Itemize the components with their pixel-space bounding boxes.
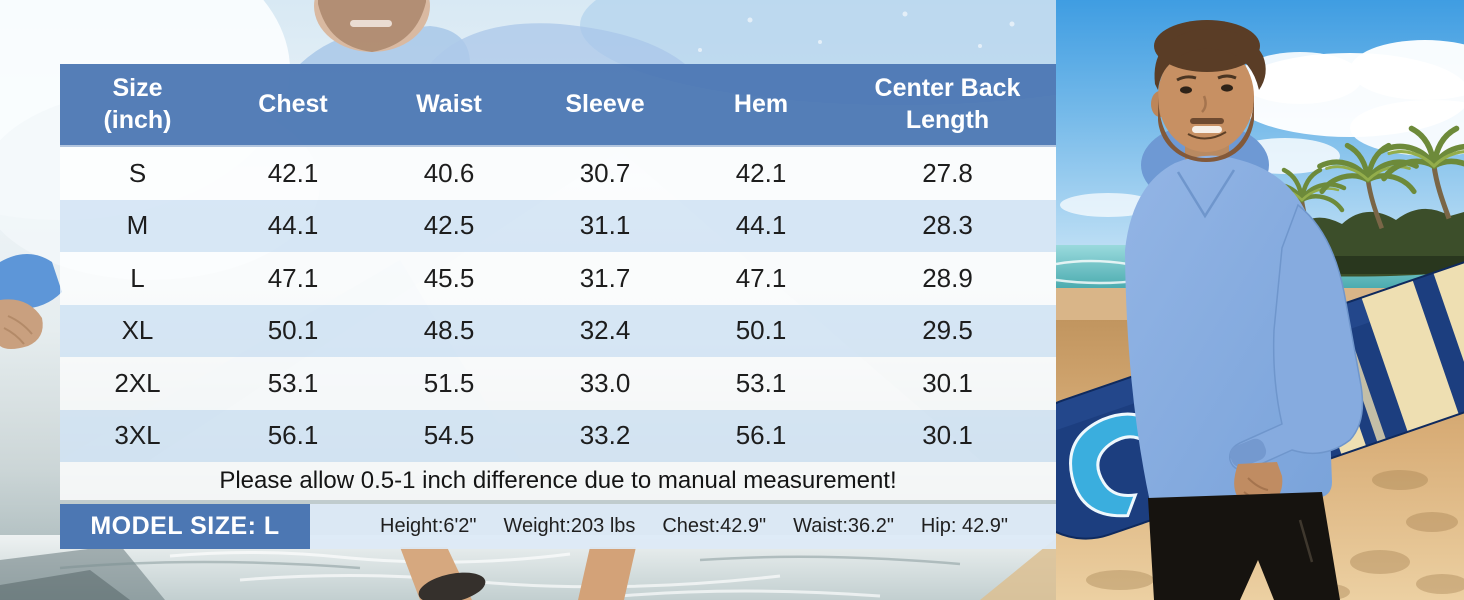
eyes xyxy=(1180,84,1233,94)
surfer-figure xyxy=(300,0,685,64)
cell-chest: 47.1 xyxy=(267,262,319,293)
cell-size: 2XL xyxy=(114,367,161,398)
size-row-s: S 42.1 40.6 30.7 42.1 27.8 xyxy=(60,147,1056,200)
cell-hem: 50.1 xyxy=(735,315,787,346)
surfer-hand xyxy=(0,254,62,349)
cell-chest: 56.1 xyxy=(267,420,319,451)
cell-chest: 50.1 xyxy=(267,315,319,346)
cell-size: S xyxy=(128,157,147,188)
cell-waist: 54.5 xyxy=(423,420,475,451)
cell-sleeve: 31.7 xyxy=(579,262,631,293)
cell-waist: 45.5 xyxy=(423,262,475,293)
cell-sleeve: 31.1 xyxy=(579,210,631,241)
size-row-l: L 47.1 45.5 31.7 47.1 28.9 xyxy=(60,252,1056,305)
model-stats: Height:6'2" Weight:203 lbs Chest:42.9" W… xyxy=(310,504,1056,549)
cell-cbl: 28.3 xyxy=(922,210,973,241)
model-size-badge: MODEL SIZE: L xyxy=(60,504,310,549)
cell-hem: 44.1 xyxy=(735,210,787,241)
cell-chest: 44.1 xyxy=(267,210,319,241)
cell-hem: 47.1 xyxy=(735,262,787,293)
cell-size: 3XL xyxy=(114,420,161,451)
model-info-bar: MODEL SIZE: L Height:6'2" Weight:203 lbs… xyxy=(60,504,1056,549)
cell-size: XL xyxy=(121,315,154,346)
header-center-back-length: Center Back Length xyxy=(874,74,1021,134)
header-waist: Waist xyxy=(416,89,482,118)
model-figure xyxy=(1125,20,1364,600)
beach-photo-background xyxy=(1056,0,1464,600)
header-hem: Hem xyxy=(733,89,789,118)
model-height: Height:6'2" xyxy=(380,515,477,537)
size-row-m: M 44.1 42.5 31.1 44.1 28.3 xyxy=(60,199,1056,252)
size-row-3xl: 3XL 56.1 54.5 33.2 56.1 30.1 xyxy=(60,409,1056,462)
cell-hem: 53.1 xyxy=(735,367,787,398)
model-waist: Waist:36.2" xyxy=(793,515,894,537)
cell-cbl: 29.5 xyxy=(922,315,973,346)
hoodie-arm xyxy=(1229,203,1364,471)
header-chest: Chest xyxy=(258,89,328,118)
cell-sleeve: 33.2 xyxy=(579,420,631,451)
header-sleeve: Sleeve xyxy=(565,89,645,118)
size-chart: Size (inch) Chest Waist Sleeve Hem Cente… xyxy=(60,64,1056,549)
cell-cbl: 30.1 xyxy=(922,367,973,398)
cell-sleeve: 30.7 xyxy=(579,157,631,188)
cell-hem: 42.1 xyxy=(735,157,787,188)
sea-spray xyxy=(698,11,1015,52)
cell-waist: 51.5 xyxy=(423,367,475,398)
model-chest: Chest:42.9" xyxy=(662,515,767,537)
cell-size: L xyxy=(130,262,145,293)
cell-chest: 53.1 xyxy=(267,367,319,398)
cell-cbl: 30.1 xyxy=(922,420,973,451)
cell-cbl: 27.8 xyxy=(922,157,973,188)
cell-waist: 48.5 xyxy=(423,315,475,346)
cell-chest: 42.1 xyxy=(267,157,319,188)
cell-hem: 56.1 xyxy=(735,420,787,451)
cell-sleeve: 33.0 xyxy=(579,367,631,398)
model-weight: Weight:203 lbs xyxy=(503,515,636,537)
measurement-note: Please allow 0.5-1 inch difference due t… xyxy=(60,462,1056,500)
size-row-xl: XL 50.1 48.5 32.4 50.1 29.5 xyxy=(60,304,1056,357)
face xyxy=(1158,42,1254,152)
model-hip: Hip: 42.9" xyxy=(920,515,1008,537)
cell-cbl: 28.9 xyxy=(922,262,973,293)
cell-waist: 40.6 xyxy=(423,157,475,188)
cell-waist: 42.5 xyxy=(423,210,475,241)
size-row-2xl: 2XL 53.1 51.5 33.0 53.1 30.1 xyxy=(60,357,1056,410)
table-header-row: Size (inch) Chest Waist Sleeve Hem Cente… xyxy=(60,64,1056,147)
shorts xyxy=(1148,492,1340,600)
header-size: Size (inch) xyxy=(103,74,172,134)
cell-sleeve: 32.4 xyxy=(579,315,631,346)
cell-size: M xyxy=(126,210,149,241)
